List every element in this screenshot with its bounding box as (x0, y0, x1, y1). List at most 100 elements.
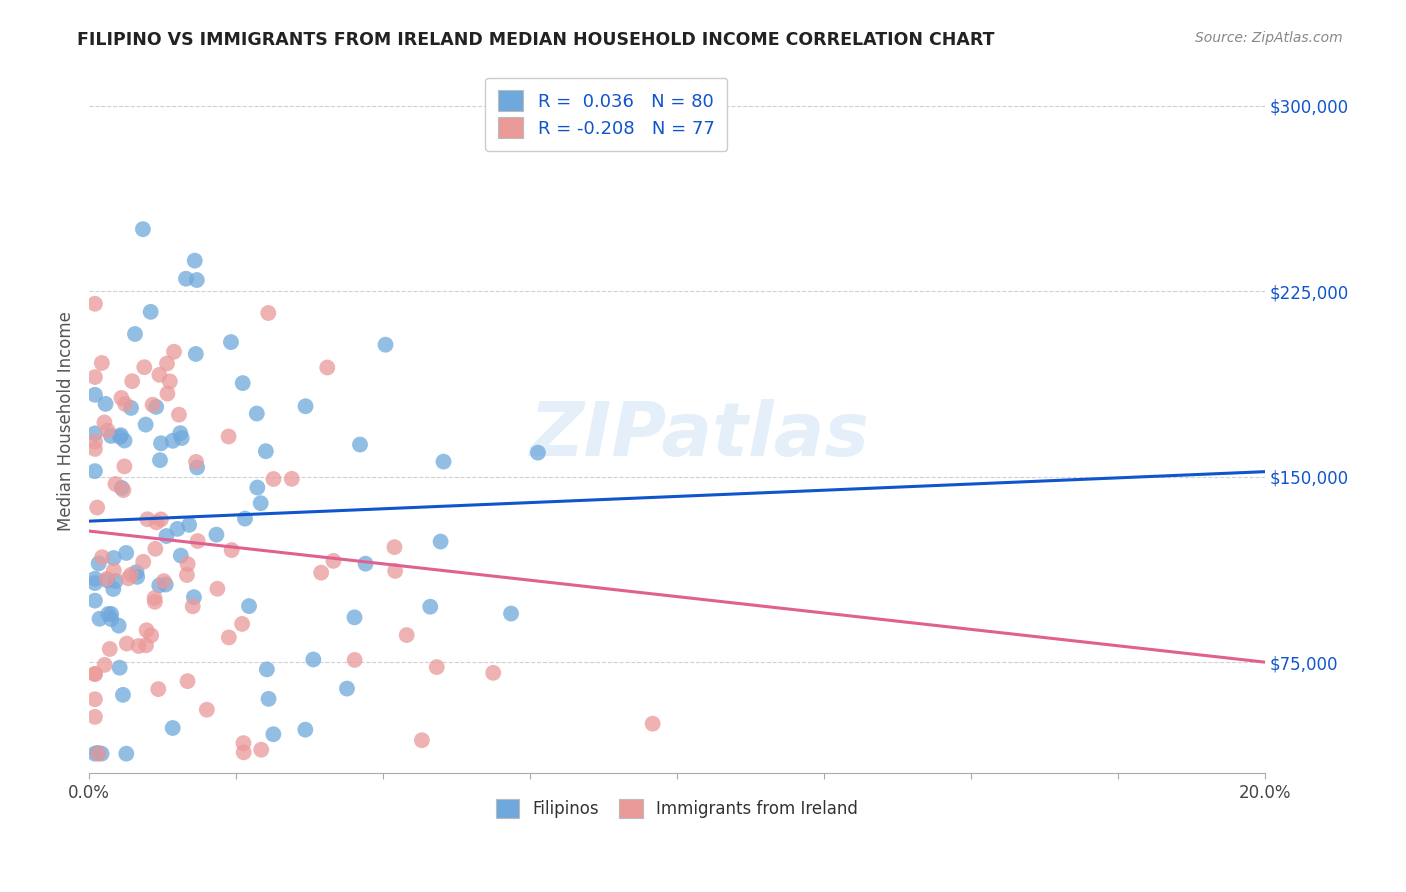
Point (90, 356, 112, 370)
Point (148, 682, 170, 697)
Point (186, 273, 208, 287)
Point (149, 512, 172, 526)
Point (170, 549, 193, 563)
Point (107, 618, 129, 632)
Point (100, 607, 122, 621)
Point (343, 610, 366, 624)
Point (411, 733, 433, 747)
Point (84, 442, 107, 456)
Point (169, 426, 191, 441)
Point (115, 546, 138, 560)
Point (162, 434, 184, 448)
Point (384, 540, 406, 554)
Point (322, 554, 344, 568)
Point (111, 688, 134, 702)
Point (114, 434, 136, 448)
Point (93, 416, 115, 430)
Point (114, 397, 136, 411)
Point (89, 612, 111, 626)
Point (104, 477, 127, 491)
Point (139, 305, 162, 319)
Point (100, 429, 122, 443)
Point (232, 736, 254, 750)
Point (174, 271, 197, 285)
Point (84, 667, 107, 681)
Point (135, 417, 157, 432)
Point (117, 571, 139, 585)
Point (419, 599, 441, 614)
Point (184, 347, 207, 361)
Point (432, 455, 454, 469)
Point (155, 577, 177, 591)
Point (93, 657, 115, 672)
Point (134, 360, 156, 375)
Point (257, 306, 280, 320)
Point (176, 568, 198, 582)
Point (145, 400, 167, 414)
Point (316, 360, 339, 375)
Point (84, 667, 107, 681)
Text: ZIPatlas: ZIPatlas (530, 399, 870, 472)
Point (135, 624, 157, 638)
Point (156, 356, 179, 370)
Point (219, 335, 242, 350)
Point (179, 517, 201, 532)
Point (143, 591, 166, 605)
Point (527, 445, 550, 459)
Point (87, 747, 110, 761)
Point (281, 472, 304, 486)
Point (207, 582, 229, 596)
Point (221, 543, 243, 558)
Point (127, 570, 149, 584)
Point (108, 430, 131, 444)
Point (136, 512, 159, 526)
Point (384, 564, 406, 578)
Point (256, 662, 278, 676)
Point (176, 557, 198, 571)
Point (162, 721, 184, 735)
Point (100, 612, 122, 626)
Point (246, 481, 269, 495)
Point (103, 564, 125, 578)
Point (128, 639, 150, 653)
Point (195, 703, 218, 717)
Point (181, 599, 204, 614)
Point (98, 642, 121, 657)
Point (156, 386, 179, 401)
Point (103, 551, 125, 566)
Point (84, 426, 107, 441)
Point (87, 746, 110, 760)
Point (233, 511, 256, 525)
Point (141, 628, 163, 642)
Point (155, 529, 177, 543)
Point (184, 253, 207, 268)
Y-axis label: Median Household Income: Median Household Income (58, 311, 75, 531)
Point (87, 557, 110, 571)
Point (426, 660, 449, 674)
Point (246, 407, 269, 421)
Point (176, 674, 198, 689)
Point (395, 628, 418, 642)
Point (145, 516, 167, 530)
Point (238, 599, 260, 613)
Point (250, 742, 273, 756)
Point (183, 590, 205, 604)
Point (163, 344, 186, 359)
Point (302, 652, 325, 666)
Point (218, 631, 240, 645)
Point (120, 567, 142, 582)
Point (143, 595, 166, 609)
Point (482, 665, 505, 680)
Point (103, 582, 125, 596)
Point (232, 745, 254, 759)
Point (499, 607, 522, 621)
Point (153, 574, 176, 589)
Point (142, 398, 165, 412)
Point (309, 566, 332, 580)
Point (294, 399, 316, 413)
Point (108, 661, 131, 675)
Point (343, 653, 366, 667)
Point (641, 716, 664, 731)
Point (84, 388, 107, 402)
Point (132, 222, 155, 236)
